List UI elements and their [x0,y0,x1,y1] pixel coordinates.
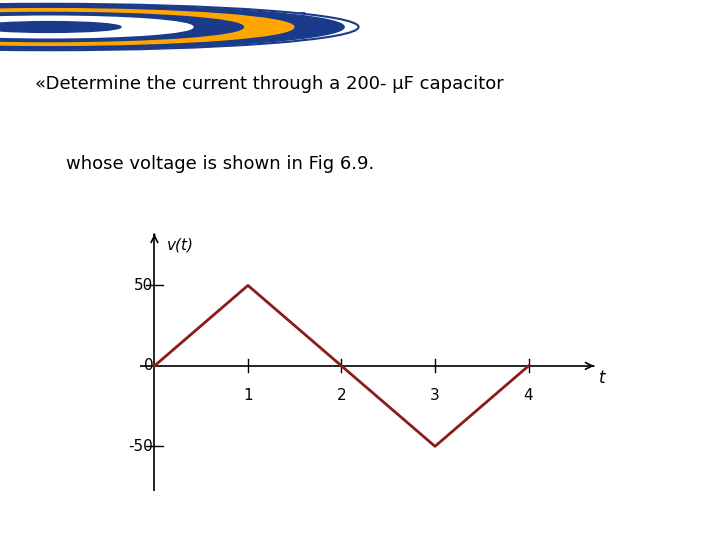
Text: 23: 23 [683,515,698,528]
Text: whose voltage is shown in Fig 6.9.: whose voltage is shown in Fig 6.9. [66,155,374,173]
Text: Eastern Mediterranean University: Eastern Mediterranean University [255,515,465,528]
Text: «Determine the current through a 200- μF capacitor: «Determine the current through a 200- μF… [35,75,504,93]
Text: 50: 50 [134,278,153,293]
Text: 0: 0 [144,359,153,373]
Text: v(t): v(t) [166,238,194,253]
Circle shape [0,9,294,45]
Text: 3: 3 [430,388,440,403]
Text: 2: 2 [337,388,346,403]
Circle shape [0,5,344,49]
Text: -50: -50 [129,439,153,454]
Text: 1: 1 [243,388,253,403]
Text: Example 6.4: Example 6.4 [97,11,308,40]
Text: t: t [598,369,606,387]
Circle shape [0,16,193,38]
Circle shape [0,4,359,50]
Circle shape [0,22,121,32]
Text: 4: 4 [523,388,534,403]
Circle shape [0,12,243,42]
